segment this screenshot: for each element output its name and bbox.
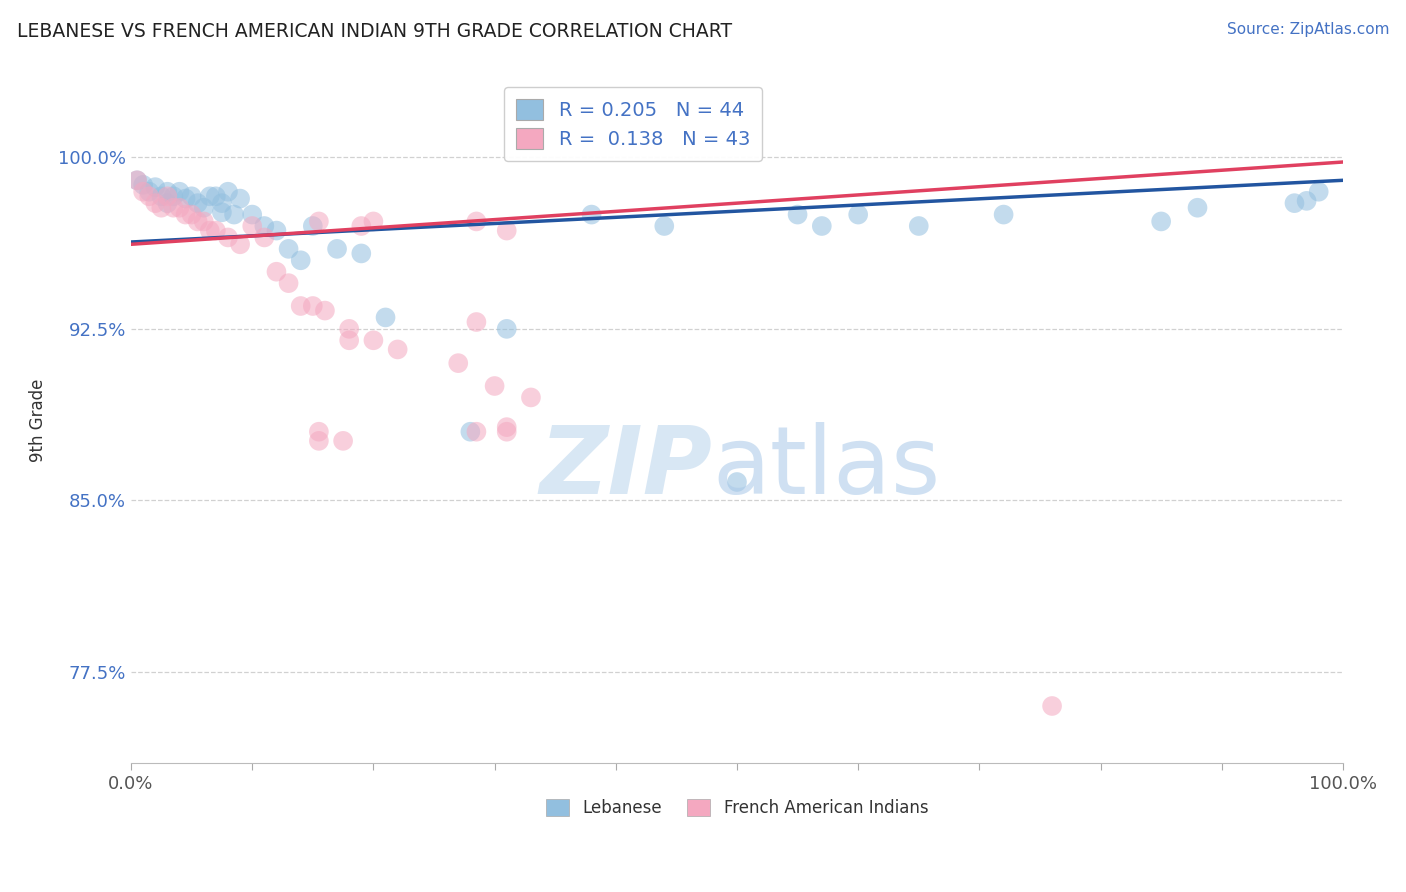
Point: [266, 223, 288, 237]
Point: [465, 315, 488, 329]
Point: [205, 189, 228, 203]
Point: [811, 219, 834, 233]
Point: [314, 303, 336, 318]
Point: [193, 201, 215, 215]
Text: ZIP: ZIP: [540, 422, 713, 515]
Point: [187, 214, 209, 228]
Legend: Lebanese, French American Indians: Lebanese, French American Indians: [538, 792, 935, 823]
Point: [277, 242, 299, 256]
Point: [1150, 214, 1173, 228]
Point: [229, 237, 252, 252]
Point: [127, 173, 149, 187]
Point: [253, 219, 276, 233]
Point: [387, 343, 409, 357]
Point: [465, 425, 488, 439]
Point: [143, 180, 166, 194]
Point: [1187, 201, 1209, 215]
Point: [156, 196, 179, 211]
Point: [240, 208, 263, 222]
Text: LEBANESE VS FRENCH AMERICAN INDIAN 9TH GRADE CORRELATION CHART: LEBANESE VS FRENCH AMERICAN INDIAN 9TH G…: [17, 22, 733, 41]
Point: [363, 214, 385, 228]
Point: [217, 230, 239, 244]
Point: [1308, 185, 1330, 199]
Point: [460, 425, 482, 439]
Point: [332, 434, 354, 448]
Point: [465, 214, 488, 228]
Point: [495, 223, 517, 237]
Point: [308, 214, 330, 228]
Text: atlas: atlas: [713, 422, 941, 515]
Point: [266, 265, 288, 279]
Point: [138, 185, 160, 199]
Point: [169, 201, 191, 215]
Point: [290, 253, 312, 268]
Point: [308, 434, 330, 448]
Point: [253, 230, 276, 244]
Point: [725, 475, 748, 489]
Point: [156, 185, 179, 199]
Point: [240, 219, 263, 233]
Point: [150, 189, 173, 203]
Point: [1295, 194, 1317, 208]
Point: [447, 356, 470, 370]
Point: [132, 178, 155, 192]
Y-axis label: 9th Grade: 9th Grade: [30, 378, 46, 462]
Point: [222, 208, 245, 222]
Point: [301, 219, 323, 233]
Point: [229, 192, 252, 206]
Point: [198, 223, 221, 237]
Point: [174, 192, 197, 206]
Point: [180, 208, 202, 222]
Point: [143, 196, 166, 211]
Point: [198, 189, 221, 203]
Point: [326, 242, 349, 256]
Point: [211, 205, 233, 219]
Text: Source: ZipAtlas.com: Source: ZipAtlas.com: [1226, 22, 1389, 37]
Point: [786, 208, 808, 222]
Point: [174, 208, 197, 222]
Point: [169, 185, 191, 199]
Point: [162, 189, 184, 203]
Point: [162, 201, 184, 215]
Point: [363, 333, 385, 347]
Point: [993, 208, 1015, 222]
Point: [290, 299, 312, 313]
Point: [495, 425, 517, 439]
Point: [581, 208, 603, 222]
Point: [187, 196, 209, 211]
Point: [205, 223, 228, 237]
Point: [193, 214, 215, 228]
Point: [127, 173, 149, 187]
Point: [1040, 698, 1063, 713]
Point: [156, 189, 179, 203]
Point: [308, 425, 330, 439]
Point: [132, 185, 155, 199]
Point: [301, 299, 323, 313]
Point: [277, 276, 299, 290]
Point: [484, 379, 506, 393]
Point: [350, 219, 373, 233]
Point: [846, 208, 869, 222]
Point: [374, 310, 396, 325]
Point: [520, 391, 543, 405]
Point: [350, 246, 373, 260]
Point: [652, 219, 675, 233]
Point: [337, 333, 360, 347]
Point: [180, 189, 202, 203]
Point: [1284, 196, 1306, 211]
Point: [337, 322, 360, 336]
Point: [211, 196, 233, 211]
Point: [495, 420, 517, 434]
Point: [217, 185, 239, 199]
Point: [150, 201, 173, 215]
Point: [138, 189, 160, 203]
Point: [495, 322, 517, 336]
Point: [907, 219, 929, 233]
